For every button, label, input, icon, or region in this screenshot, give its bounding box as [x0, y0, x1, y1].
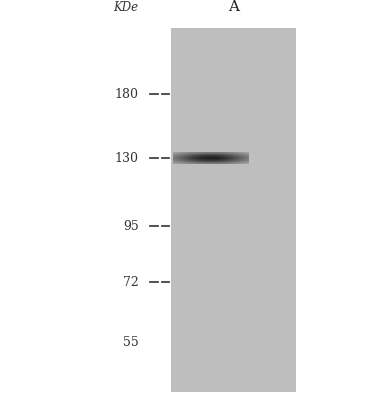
Text: 95: 95 — [123, 220, 139, 232]
Text: 130: 130 — [115, 152, 139, 164]
Text: 180: 180 — [115, 88, 139, 100]
Text: KDe: KDe — [113, 1, 138, 14]
Text: 72: 72 — [123, 276, 139, 288]
Text: A: A — [228, 0, 239, 14]
Text: 55: 55 — [123, 336, 139, 348]
Bar — [171, 28, 296, 392]
